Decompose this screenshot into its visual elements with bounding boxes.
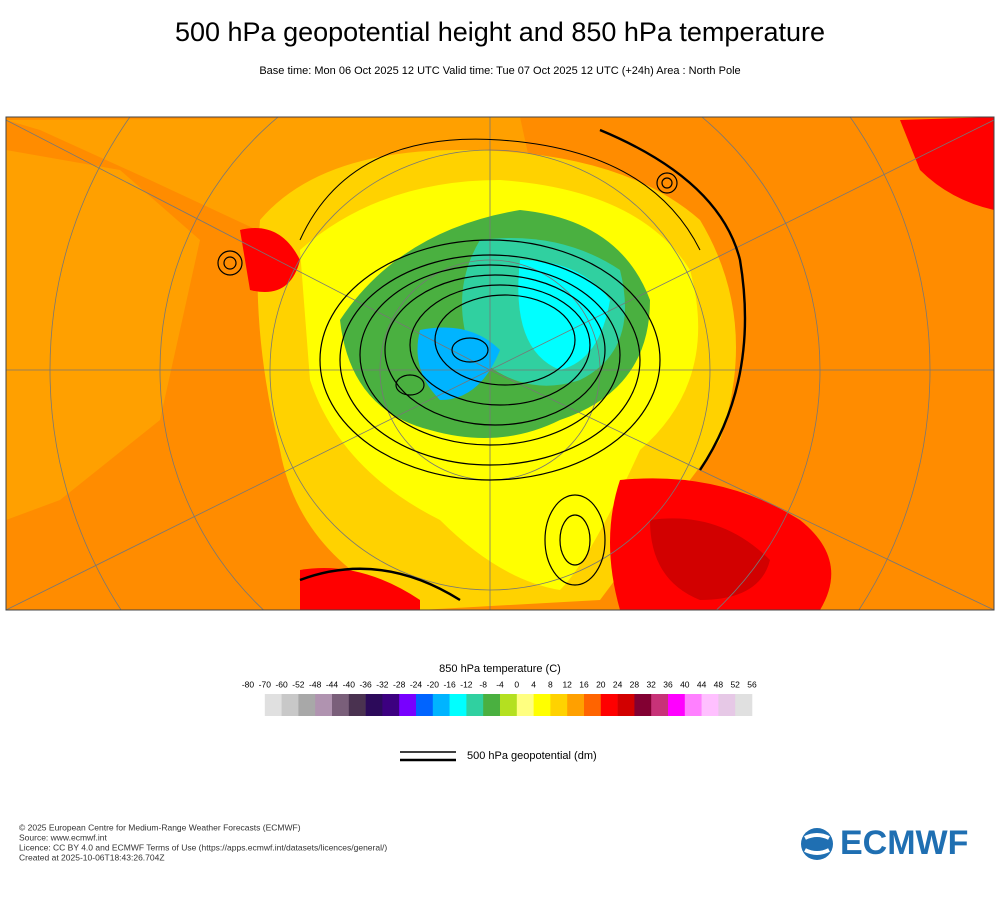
colorbar-tick-label: -8 [479,679,487,689]
colorbar-tick-label: -20 [427,679,440,689]
colorbar-tick-label: -16 [443,679,456,689]
colorbar-tick-label: 20 [596,679,606,689]
colorbar-segment [684,694,702,716]
footer-line: Created at 2025-10-06T18:43:26.704Z [19,852,165,862]
colorbar-tick-label: -80 [242,679,255,689]
colorbar-segment [416,694,434,716]
colorbar-tick-label: 56 [747,679,757,689]
colorbar-segment [567,694,585,716]
colorbar-tick-label: 12 [562,679,572,689]
colorbar-tick-label: -52 [292,679,305,689]
colorbar-tick-label: -36 [359,679,372,689]
colorbar-tick-label: 0 [514,679,519,689]
colorbar-tick-label: -12 [460,679,473,689]
colorbar-segment [332,694,350,716]
logo: ECMWF [801,824,968,862]
colorbar-tick-label: 52 [730,679,740,689]
colorbar-segment [550,694,568,716]
colorbar-segment [449,694,467,716]
colorbar-tick-label: 28 [630,679,640,689]
legend-title: 850 hPa temperature (C) [439,663,561,675]
colorbar-segment [432,694,450,716]
colorbar-segment [735,694,753,716]
colorbar-segment [651,694,669,716]
colorbar-segment [399,694,417,716]
footer-line: Source: www.ecmwf.int [19,832,107,842]
colorbar-segment [533,694,551,716]
map [5,116,995,611]
colorbar-segment [365,694,383,716]
colorbar-tick-label: 16 [579,679,589,689]
colorbar-segment [600,694,618,716]
colorbar-segment [617,694,635,716]
colorbar-segment [348,694,366,716]
footer-line: Licence: CC BY 4.0 and ECMWF Terms of Us… [19,842,387,852]
colorbar-segment [634,694,652,716]
colorbar-segment [483,694,501,716]
colorbar-tick-label: -48 [309,679,322,689]
colorbar-tick-label: -60 [275,679,288,689]
colorbar: -80 -70 -60 -52 -48 -44 -40 -36 -32 -28 -24 -20 -16-… [242,679,757,716]
colorbar-tick-label: -40 [343,679,356,689]
colorbar-tick-label: 4 [531,679,536,689]
colorbar-segment [315,694,333,716]
subtitle: Base time: Mon 06 Oct 2025 12 UTC Valid … [259,65,740,77]
colorbar-segment [264,694,282,716]
colorbar-tick-label: 44 [697,679,707,689]
colorbar-tick-label: 24 [613,679,623,689]
colorbar-segment [701,694,719,716]
colorbar-tick-label: -4 [496,679,504,689]
colorbar-tick-label: -28 [393,679,406,689]
contour-legend: 500 hPa geopotential (dm) [400,750,597,762]
footer-line: © 2025 European Centre for Medium-Range … [19,822,301,832]
colorbar-tick-label: 40 [680,679,690,689]
title: 500 hPa geopotential height and 850 hPa … [175,17,825,47]
colorbar-segment [281,694,299,716]
colorbar-segment [718,694,736,716]
colorbar-tick-label: -44 [326,679,339,689]
colorbar-segment [382,694,400,716]
colorbar-tick-label: 8 [548,679,553,689]
colorbar-segment [500,694,518,716]
colorbar-segment [516,694,534,716]
colorbar-segment [466,694,484,716]
colorbar-tick-label: 48 [714,679,724,689]
colorbar-tick-label: -32 [376,679,389,689]
footer: © 2025 European Centre for Medium-Range … [19,822,387,862]
colorbar-tick-label: -70 [259,679,272,689]
colorbar-tick-label: 32 [646,679,656,689]
colorbar-segment [584,694,602,716]
colorbar-tick-label: 36 [663,679,673,689]
logo-text: ECMWF [840,824,968,862]
contour-legend-label: 500 hPa geopotential (dm) [467,750,597,762]
colorbar-tick-label: -24 [410,679,423,689]
colorbar-segment [298,694,316,716]
colorbar-segment [668,694,686,716]
